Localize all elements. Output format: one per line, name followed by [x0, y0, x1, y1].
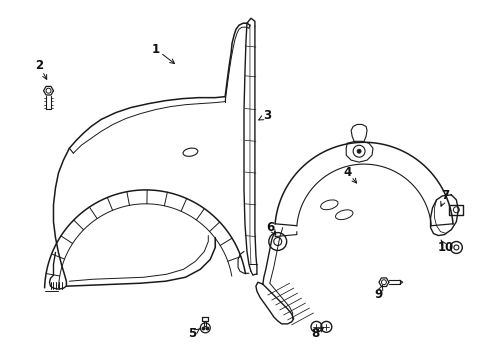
Text: 3: 3: [262, 109, 270, 122]
Text: 1: 1: [151, 42, 160, 55]
Text: 9: 9: [374, 288, 382, 301]
Circle shape: [356, 149, 360, 153]
Text: 6: 6: [266, 221, 274, 234]
Text: 7: 7: [441, 189, 448, 202]
Text: 10: 10: [436, 241, 453, 254]
Text: 8: 8: [311, 327, 319, 340]
Text: 2: 2: [36, 59, 43, 72]
Text: 4: 4: [343, 166, 350, 179]
Text: 5: 5: [188, 327, 196, 340]
